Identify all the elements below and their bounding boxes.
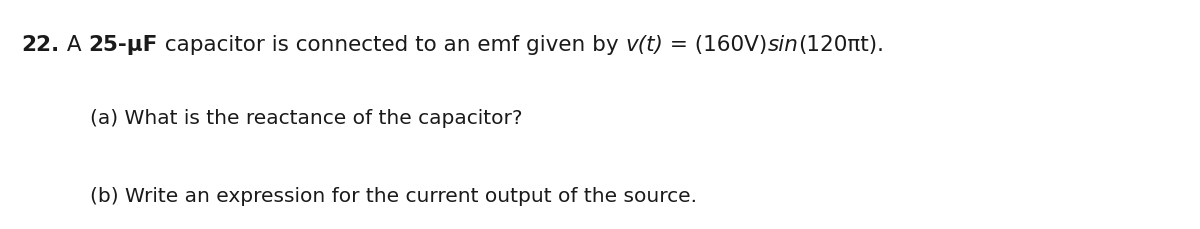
Text: (120πt).: (120πt). <box>798 34 884 54</box>
Text: 25-μF: 25-μF <box>89 34 157 54</box>
Text: (a) What is the reactance of the capacitor?: (a) What is the reactance of the capacit… <box>90 109 522 128</box>
Text: = (160V): = (160V) <box>664 34 767 54</box>
Text: (b) Write an expression for the current output of the source.: (b) Write an expression for the current … <box>90 187 697 205</box>
Text: v(t): v(t) <box>625 34 664 54</box>
Text: sin: sin <box>767 34 798 54</box>
Text: 22.: 22. <box>22 34 60 54</box>
Text: capacitor is connected to an emf given by: capacitor is connected to an emf given b… <box>157 34 625 54</box>
Text: A: A <box>60 34 89 54</box>
